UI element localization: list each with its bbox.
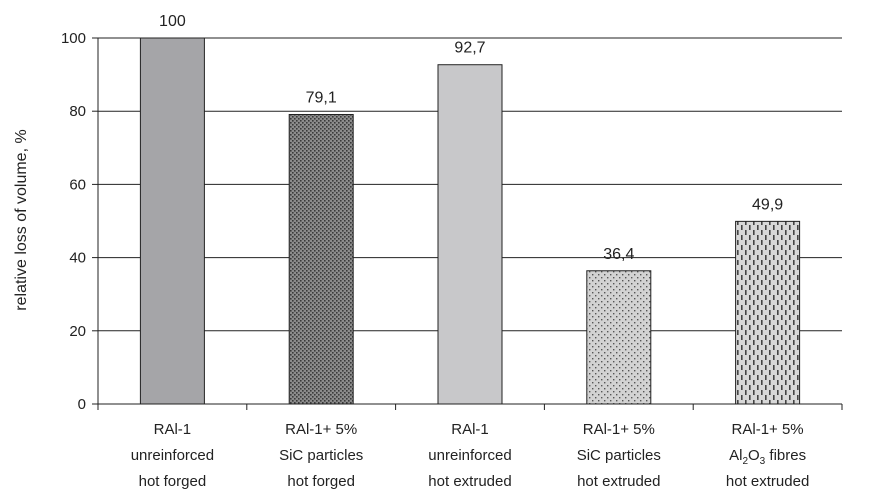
category-label-line: SiC particles <box>279 447 363 464</box>
category-label-line: hot extruded <box>577 473 660 490</box>
value-labels: 100 79,1 92,7 36,4 49,9 <box>159 13 783 263</box>
y-tick-label: 40 <box>69 250 86 267</box>
y-axis-title: relative loss of volume, % <box>13 129 30 310</box>
bar <box>735 220 801 405</box>
category-label-line: RAl-1 <box>451 421 489 438</box>
category-label-line: RAl-1+ 5% <box>732 421 804 438</box>
category-label-line: unreinforced <box>428 447 511 464</box>
bar <box>139 37 205 405</box>
category-label-line: hot forged <box>287 473 355 490</box>
category-label-line: hot forged <box>139 473 207 490</box>
y-tick-label: 80 <box>69 103 86 120</box>
y-tick-label: 60 <box>69 176 86 193</box>
category-label-line: Al2O3 fibres <box>729 447 806 467</box>
bar <box>288 113 354 405</box>
bar <box>437 64 503 405</box>
y-tick-label: 100 <box>61 30 86 47</box>
category-label-line: RAl-1+ 5% <box>583 421 655 438</box>
category-labels: RAl-1 unreinforced hot forged RAl-1+ 5% SiC … <box>131 421 810 490</box>
category-label-line: hot extruded <box>428 473 511 490</box>
category-label-line: SiC particles <box>577 447 661 464</box>
category-label-line: RAl-1 <box>154 421 192 438</box>
bar <box>586 270 652 405</box>
bar-value-label: 36,4 <box>603 246 634 263</box>
category-label-line: unreinforced <box>131 447 214 464</box>
bar-value-label: 49,9 <box>752 196 783 213</box>
y-ticks: 0 20 40 60 80 100 <box>61 30 98 413</box>
y-tick-label: 20 <box>69 323 86 340</box>
bar-value-label: 79,1 <box>306 89 337 106</box>
bars <box>139 37 801 405</box>
bar-value-label: 100 <box>159 13 186 30</box>
y-tick-label: 0 <box>78 396 86 413</box>
axes <box>97 38 842 405</box>
category-label-line: hot extruded <box>726 473 809 490</box>
x-ticks <box>97 404 843 410</box>
bar-value-label: 92,7 <box>454 40 485 57</box>
category-label-line: RAl-1+ 5% <box>285 421 357 438</box>
